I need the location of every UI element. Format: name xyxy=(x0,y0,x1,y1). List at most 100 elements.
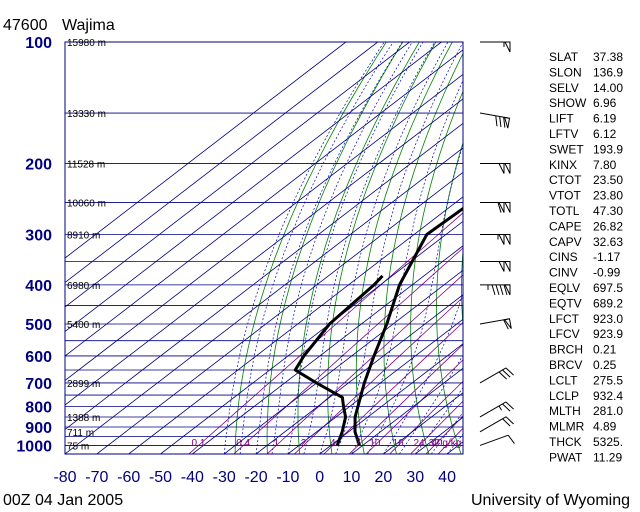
index-value: 697.5 xyxy=(593,281,623,295)
temperature-tick-label: -10 xyxy=(276,469,299,486)
index-name: LIFT xyxy=(549,112,574,126)
wind-barb-full xyxy=(495,115,498,127)
index-name: PWAT xyxy=(549,450,583,464)
index-name: SWET xyxy=(549,142,584,156)
wind-barb-staff xyxy=(479,367,507,384)
wind-barb-flag xyxy=(504,202,511,213)
wind-barb xyxy=(480,284,511,296)
index-value: 14.00 xyxy=(593,81,623,95)
index-value: -1.17 xyxy=(593,250,621,264)
pressure-tick-label: 900 xyxy=(25,420,52,437)
wind-barb-full xyxy=(502,369,511,378)
height-label: 15980 m xyxy=(67,38,106,49)
index-name: LCLT xyxy=(549,373,578,387)
wind-barb-flag xyxy=(498,202,505,213)
wind-barb-flag xyxy=(498,234,505,245)
height-label: 8910 m xyxy=(67,230,100,241)
isotherm xyxy=(128,196,463,454)
index-value: 136.9 xyxy=(593,65,623,79)
index-value: 5325. xyxy=(593,435,623,449)
height-label: 5400 m xyxy=(67,320,100,331)
index-value: 11.29 xyxy=(593,450,622,464)
wind-barb-full xyxy=(505,401,514,410)
isotherm xyxy=(96,171,463,454)
height-label: 13330 m xyxy=(67,109,106,120)
dry-adiabat xyxy=(383,52,463,454)
index-value: -0.99 xyxy=(593,266,621,280)
wind-barbs xyxy=(479,41,515,446)
wind-barb xyxy=(479,367,514,384)
wind-barb-staff xyxy=(479,434,509,446)
wind-barb-full xyxy=(502,403,511,412)
wind-barb-full xyxy=(502,418,511,427)
moist-adiabat xyxy=(255,42,403,454)
temperature-tick-label: -80 xyxy=(53,469,76,486)
moist-adiabat xyxy=(351,79,463,454)
dry-adiabat xyxy=(410,90,463,454)
wind-barb-flag xyxy=(504,261,511,272)
mixing-ratio-line xyxy=(410,400,463,454)
wind-barb xyxy=(479,112,511,129)
index-value: 32.63 xyxy=(593,235,623,249)
isotherm xyxy=(65,42,442,333)
isotherm xyxy=(287,318,463,454)
mixing-ratio-label: 2 xyxy=(301,438,307,449)
wind-barb-staff xyxy=(479,401,507,418)
wind-barb xyxy=(480,202,511,213)
wind-barb-full xyxy=(498,371,507,380)
index-name: CINV xyxy=(549,266,578,280)
temperature-tick-label: -30 xyxy=(213,469,236,486)
height-label: 711 m xyxy=(67,428,94,439)
dry-adiabat xyxy=(486,42,535,454)
wind-barb xyxy=(480,162,511,174)
dry-adiabat xyxy=(234,42,387,454)
isotherm xyxy=(65,122,463,431)
mixing-ratio-label: 32 xyxy=(429,438,441,449)
index-name: SHOW xyxy=(549,96,587,110)
index-value: 0.21 xyxy=(593,343,617,357)
wind-barb-full xyxy=(503,319,509,330)
grid xyxy=(64,41,464,455)
mixing-ratio-label: 4 xyxy=(330,438,336,449)
index-name: EQTV xyxy=(549,296,582,310)
temperature-tick-label: -40 xyxy=(181,469,204,486)
index-value: 23.80 xyxy=(593,189,623,203)
dry-adiabat xyxy=(461,245,463,330)
isotherm xyxy=(160,220,463,454)
index-value: 7.80 xyxy=(593,158,617,172)
index-name: CTOT xyxy=(549,173,582,187)
pressure-tick-label: 1000 xyxy=(16,438,52,455)
height-label: 2899 m xyxy=(67,379,100,390)
wind-barb-full xyxy=(491,284,496,296)
wind-barb-full xyxy=(499,284,504,296)
wind-barb xyxy=(480,41,511,53)
index-value: 932.4 xyxy=(593,389,623,403)
pressure-tick-label: 400 xyxy=(25,278,52,295)
height-label: 6980 m xyxy=(67,281,100,292)
moist-adiabat xyxy=(335,42,463,454)
pressure-tick-label: 200 xyxy=(25,156,52,173)
index-name: BRCV xyxy=(549,358,582,372)
index-value: 6.19 xyxy=(593,112,617,126)
wind-barb xyxy=(479,416,514,433)
index-value: 0.25 xyxy=(593,358,617,372)
dry-adiabat xyxy=(266,42,404,454)
wind-barb-flag xyxy=(504,163,511,174)
wind-barb xyxy=(479,434,515,446)
index-name: LFCT xyxy=(549,312,580,326)
wind-barb-flag xyxy=(504,234,511,245)
index-value: 6.96 xyxy=(593,96,617,110)
index-name: TOTL xyxy=(549,204,580,218)
height-label: 11528 m xyxy=(67,159,105,170)
index-name: KINX xyxy=(549,158,577,172)
wind-barb-flag xyxy=(504,284,511,296)
mixing-ratio-label: 10 xyxy=(369,438,381,449)
stability-indices: SLAT 37.38 SLON 136.9 SELV 14.00 SHOW 6.96 LIFT 6… xyxy=(549,50,623,464)
mixing-ratio-label: 24 xyxy=(413,438,425,449)
mixing-ratio-line xyxy=(365,359,463,454)
wind-barb-flag xyxy=(498,163,505,174)
wind-barb-full xyxy=(497,202,502,213)
height-label: 1388 m xyxy=(67,413,100,424)
mixing-ratio-label: 0.4 xyxy=(236,438,250,449)
